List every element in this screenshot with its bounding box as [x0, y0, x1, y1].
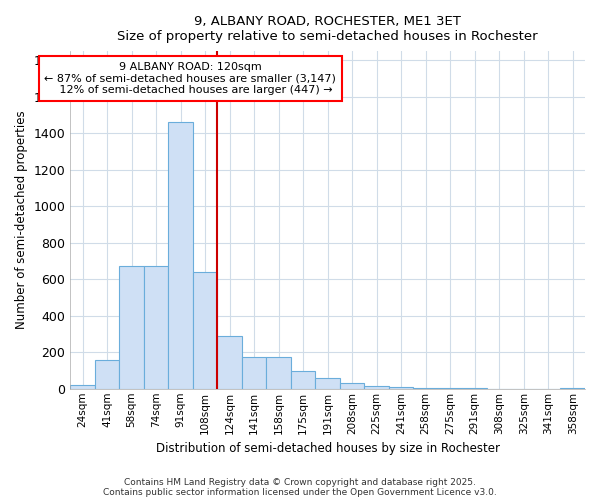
- Bar: [389, 387, 413, 389]
- Bar: [193, 272, 217, 389]
- Bar: [438, 388, 463, 389]
- Bar: [95, 360, 119, 389]
- Bar: [316, 378, 340, 389]
- Text: Contains HM Land Registry data © Crown copyright and database right 2025.
Contai: Contains HM Land Registry data © Crown c…: [103, 478, 497, 497]
- X-axis label: Distribution of semi-detached houses by size in Rochester: Distribution of semi-detached houses by …: [155, 442, 500, 455]
- Bar: [364, 386, 389, 389]
- Bar: [70, 385, 95, 389]
- Bar: [119, 266, 144, 389]
- Bar: [242, 357, 266, 389]
- Bar: [144, 266, 169, 389]
- Bar: [413, 388, 438, 389]
- Title: 9, ALBANY ROAD, ROCHESTER, ME1 3ET
Size of property relative to semi-detached ho: 9, ALBANY ROAD, ROCHESTER, ME1 3ET Size …: [118, 15, 538, 43]
- Bar: [217, 336, 242, 389]
- Bar: [560, 388, 585, 389]
- Y-axis label: Number of semi-detached properties: Number of semi-detached properties: [15, 110, 28, 329]
- Bar: [169, 122, 193, 389]
- Bar: [266, 357, 291, 389]
- Bar: [463, 388, 487, 389]
- Bar: [291, 372, 316, 389]
- Bar: [340, 384, 364, 389]
- Text: 9 ALBANY ROAD: 120sqm
← 87% of semi-detached houses are smaller (3,147)
   12% o: 9 ALBANY ROAD: 120sqm ← 87% of semi-deta…: [44, 62, 337, 95]
